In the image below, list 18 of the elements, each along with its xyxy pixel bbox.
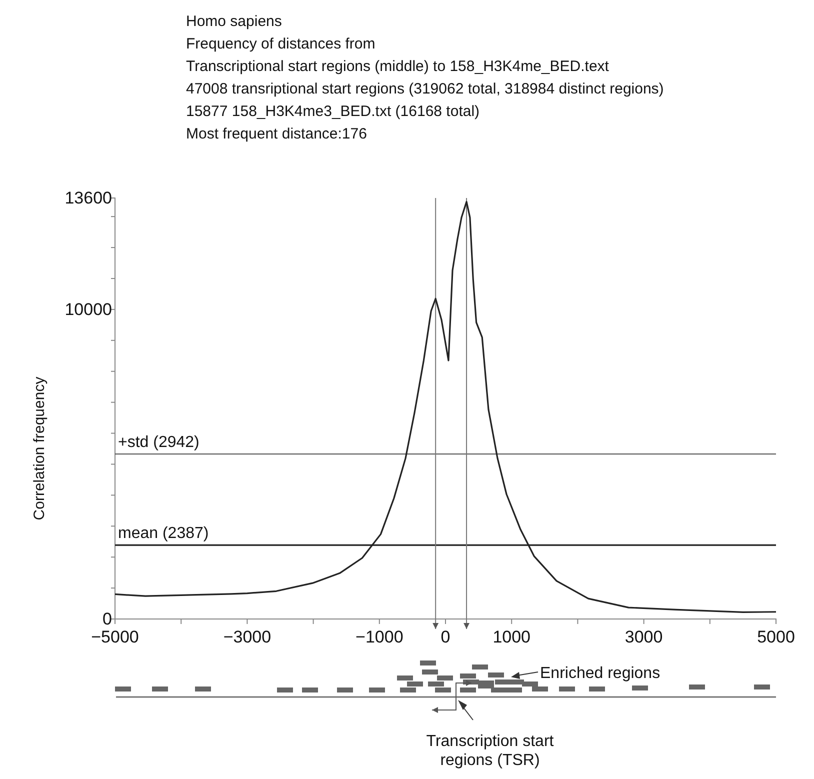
- text: Enriched regions: [540, 665, 660, 682]
- line-series: [114, 200, 777, 613]
- y-tick-label: 10000: [64, 300, 112, 319]
- chart-subtitle: Frequency of distances from Transcriptional start regions (middle) to 158_H3K4me_BED.text 47008 transriptional start regions (319062 total, 318984 distinct regions) 15877 158_H3K4me3_BED.txt (16168 total) Most frequent distance:176: [186, 36, 664, 142]
- y-tick-label: 13600: [64, 188, 112, 208]
- y-tick-label: 0: [102, 609, 112, 628]
- x-tick-label: −1000: [356, 627, 404, 646]
- x-tick-label: 1000: [492, 627, 531, 646]
- x-tick-label: −5000: [91, 627, 139, 646]
- x-tick-label: 5000: [757, 627, 795, 646]
- y-axis-title: Correlation frequency: [31, 376, 48, 520]
- x-tick-label: −3000: [223, 627, 272, 646]
- text: Transcription start regions (TSR): [426, 733, 554, 769]
- x-tick-label: 0: [440, 627, 450, 646]
- ref-line-label: mean (2387): [118, 525, 209, 542]
- x-tick-label: 3000: [624, 627, 663, 646]
- ref-line-label: +std (2942): [118, 434, 200, 452]
- chart-title: Homo sapiens: [186, 13, 282, 30]
